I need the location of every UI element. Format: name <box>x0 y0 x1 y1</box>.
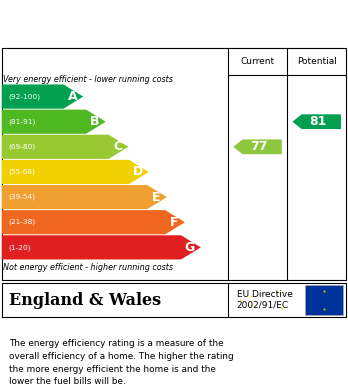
Text: The energy efficiency rating is a measure of the
overall efficiency of a home. T: The energy efficiency rating is a measur… <box>9 339 233 386</box>
Polygon shape <box>2 235 201 260</box>
Text: (21-38): (21-38) <box>8 219 35 226</box>
Text: (92-100): (92-100) <box>8 93 40 100</box>
Text: England & Wales: England & Wales <box>9 292 161 308</box>
Polygon shape <box>292 114 341 129</box>
Text: (81-91): (81-91) <box>8 118 35 125</box>
Text: Potential: Potential <box>297 57 337 66</box>
Text: F: F <box>170 216 179 229</box>
Text: Current: Current <box>240 57 275 66</box>
Text: Energy Efficiency Rating: Energy Efficiency Rating <box>9 15 249 33</box>
Text: E: E <box>152 190 160 204</box>
Polygon shape <box>2 160 149 184</box>
Polygon shape <box>2 135 128 159</box>
Polygon shape <box>2 210 185 234</box>
Text: A: A <box>68 90 77 103</box>
Text: 77: 77 <box>250 140 267 153</box>
Text: G: G <box>185 241 195 254</box>
Text: EU Directive
2002/91/EC: EU Directive 2002/91/EC <box>237 291 293 310</box>
Bar <box>304 285 343 315</box>
Text: B: B <box>90 115 100 128</box>
Text: (69-80): (69-80) <box>8 143 35 150</box>
Text: Not energy efficient - higher running costs: Not energy efficient - higher running co… <box>3 263 174 272</box>
Polygon shape <box>2 185 167 209</box>
Text: (39-54): (39-54) <box>8 194 35 200</box>
Text: D: D <box>133 165 143 178</box>
Polygon shape <box>2 109 106 134</box>
Text: (55-68): (55-68) <box>8 169 35 175</box>
Text: Very energy efficient - lower running costs: Very energy efficient - lower running co… <box>3 75 173 84</box>
Text: (1-20): (1-20) <box>8 244 31 251</box>
Polygon shape <box>2 84 83 109</box>
Text: 81: 81 <box>309 115 326 128</box>
Text: C: C <box>113 140 122 153</box>
Polygon shape <box>233 140 282 154</box>
